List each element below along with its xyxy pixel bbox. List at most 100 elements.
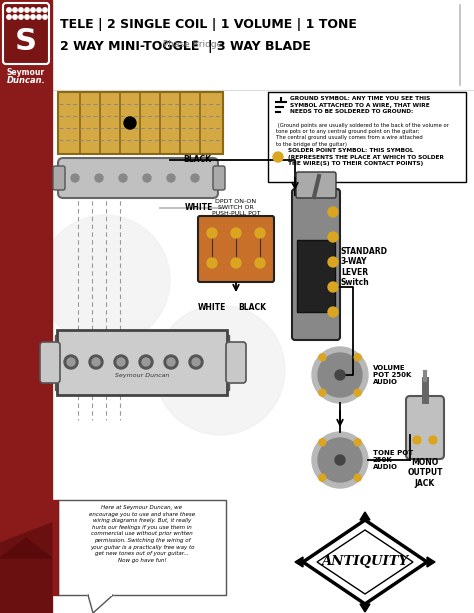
Text: (Ground points are usually soldered to the back of the volume or
tone pots or to: (Ground points are usually soldered to t… (276, 123, 449, 147)
Circle shape (117, 358, 125, 366)
Circle shape (319, 439, 326, 446)
Text: SOLDER POINT SYMBOL: THIS SYMBOL
(REPRESENTS THE PLACE AT WHICH TO SOLDER
THE WI: SOLDER POINT SYMBOL: THIS SYMBOL (REPRES… (288, 148, 444, 166)
Circle shape (312, 432, 368, 488)
FancyBboxPatch shape (55, 335, 229, 390)
Circle shape (31, 8, 35, 12)
Circle shape (142, 358, 150, 366)
Text: | 3 WAY BLADE: | 3 WAY BLADE (208, 40, 311, 53)
Text: MONO
OUTPUT
JACK: MONO OUTPUT JACK (407, 458, 443, 488)
Polygon shape (0, 538, 52, 558)
Circle shape (189, 355, 203, 369)
FancyBboxPatch shape (406, 396, 444, 459)
Circle shape (413, 436, 421, 444)
Circle shape (318, 438, 362, 482)
Circle shape (191, 174, 199, 182)
Text: 2 WAY MINI-TOGGLE: 2 WAY MINI-TOGGLE (60, 40, 200, 53)
FancyBboxPatch shape (213, 166, 225, 190)
Circle shape (139, 355, 153, 369)
Circle shape (25, 8, 29, 12)
Circle shape (335, 455, 345, 465)
Text: BLACK: BLACK (238, 303, 266, 313)
Circle shape (192, 358, 200, 366)
Circle shape (318, 353, 362, 397)
Polygon shape (295, 557, 303, 567)
Circle shape (319, 474, 326, 481)
FancyBboxPatch shape (53, 166, 65, 190)
FancyBboxPatch shape (57, 330, 227, 395)
Circle shape (429, 436, 437, 444)
Text: Seymour: Seymour (7, 68, 45, 77)
Text: ANTIQUITY: ANTIQUITY (321, 555, 409, 568)
Text: Seymour Duncan: Seymour Duncan (115, 373, 169, 378)
FancyBboxPatch shape (198, 216, 274, 282)
FancyBboxPatch shape (3, 3, 49, 64)
Circle shape (207, 228, 217, 238)
Circle shape (25, 15, 29, 19)
Circle shape (13, 15, 17, 19)
Circle shape (71, 174, 79, 182)
Polygon shape (0, 523, 52, 613)
Polygon shape (360, 512, 370, 520)
Circle shape (354, 354, 361, 361)
Circle shape (40, 215, 170, 345)
Circle shape (114, 355, 128, 369)
Circle shape (319, 389, 326, 396)
Circle shape (13, 8, 17, 12)
Circle shape (354, 439, 361, 446)
Polygon shape (360, 604, 370, 612)
Circle shape (231, 258, 241, 268)
Circle shape (255, 228, 265, 238)
Text: BLACK: BLACK (183, 156, 211, 164)
Text: STANDARD
3-WAY
LEVER
Switch: STANDARD 3-WAY LEVER Switch (341, 247, 388, 287)
Text: TELE | 2 SINGLE COIL | 1 VOLUME | 1 TONE: TELE | 2 SINGLE COIL | 1 VOLUME | 1 TONE (60, 18, 357, 31)
FancyBboxPatch shape (40, 342, 60, 383)
Circle shape (19, 8, 23, 12)
Polygon shape (88, 595, 113, 613)
FancyBboxPatch shape (268, 92, 466, 182)
Circle shape (95, 174, 103, 182)
Text: TONE POT
250K
AUDIO: TONE POT 250K AUDIO (373, 450, 413, 470)
Text: WHITE: WHITE (198, 303, 227, 313)
Circle shape (37, 15, 41, 19)
Bar (53, 500, 58, 595)
Circle shape (273, 152, 283, 162)
Circle shape (319, 354, 326, 361)
Bar (0, 0, 52, 613)
Circle shape (143, 174, 151, 182)
Text: S: S (15, 28, 37, 56)
Circle shape (328, 282, 338, 292)
Circle shape (43, 15, 47, 19)
Circle shape (354, 389, 361, 396)
Circle shape (43, 8, 47, 12)
Circle shape (155, 305, 285, 435)
Circle shape (312, 347, 368, 403)
Circle shape (92, 358, 100, 366)
Circle shape (354, 474, 361, 481)
Circle shape (124, 117, 136, 129)
Circle shape (64, 355, 78, 369)
Text: GROUND SYMBOL: ANY TIME YOU SEE THIS
SYMBOL ATTACHED TO A WIRE, THAT WIRE
NEEDS : GROUND SYMBOL: ANY TIME YOU SEE THIS SYM… (290, 96, 430, 114)
Circle shape (19, 15, 23, 19)
Circle shape (167, 358, 175, 366)
Circle shape (328, 207, 338, 217)
Polygon shape (427, 557, 435, 567)
Circle shape (207, 258, 217, 268)
Circle shape (119, 174, 127, 182)
Circle shape (7, 15, 11, 19)
Text: Duncan.: Duncan. (7, 76, 46, 85)
Circle shape (37, 8, 41, 12)
Circle shape (67, 358, 75, 366)
FancyBboxPatch shape (226, 342, 246, 383)
FancyBboxPatch shape (58, 158, 218, 198)
Circle shape (31, 15, 35, 19)
FancyBboxPatch shape (58, 92, 223, 154)
FancyBboxPatch shape (58, 500, 226, 595)
Circle shape (328, 232, 338, 242)
FancyBboxPatch shape (296, 172, 336, 198)
Circle shape (164, 355, 178, 369)
FancyBboxPatch shape (297, 240, 335, 312)
Text: Phase Bridge: Phase Bridge (160, 40, 225, 49)
Circle shape (231, 228, 241, 238)
Circle shape (328, 257, 338, 267)
Circle shape (167, 174, 175, 182)
